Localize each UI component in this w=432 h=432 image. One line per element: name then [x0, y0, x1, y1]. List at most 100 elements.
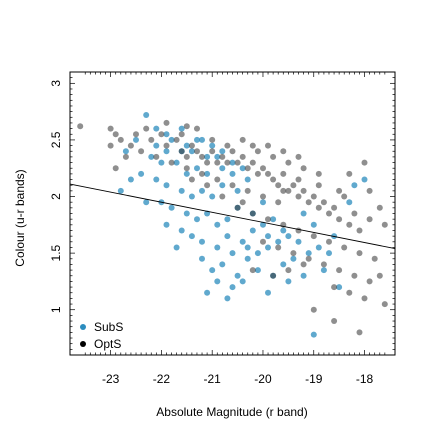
point-subs-71: [224, 295, 231, 302]
point-subs-26: [209, 193, 216, 200]
point-subs-16: [194, 165, 200, 172]
point-subs-84: [244, 244, 251, 251]
point-opts-96: [381, 301, 388, 308]
point-subs-28: [234, 187, 241, 194]
y-axis-title: Colour (u-r bands): [13, 169, 27, 266]
point-opts-93: [249, 267, 256, 274]
y-tick-label: 2: [49, 193, 63, 200]
point-opts-38: [315, 204, 322, 211]
point-opts-59: [275, 199, 282, 206]
point-opts-49: [381, 221, 388, 228]
point-subs-39: [260, 199, 266, 206]
point-opts-107: [280, 187, 287, 194]
point-opts-29: [270, 176, 277, 183]
point-subs-44: [224, 233, 231, 240]
point-subs-76: [336, 284, 343, 291]
point-opts-16: [204, 159, 211, 166]
point-opts-53: [183, 165, 190, 172]
point-opts-20: [224, 159, 231, 166]
point-opts-69: [315, 170, 322, 177]
y-tick-label: 3: [49, 80, 63, 87]
point-opts-108: [295, 176, 302, 183]
point-subs-11: [122, 148, 129, 155]
point-opts-63: [224, 142, 231, 149]
point-subs-46: [249, 227, 256, 234]
point-subs-19: [229, 170, 236, 177]
point-subs-17: [204, 170, 211, 177]
point-opts-89: [346, 289, 353, 296]
point-subs-35: [214, 221, 221, 228]
point-subs-70: [204, 289, 211, 296]
point-subs-63: [254, 267, 261, 274]
point-subs-90: [351, 182, 358, 189]
x-tick-label: -19: [305, 372, 323, 386]
point-subs-56: [265, 244, 271, 251]
point-subs-61: [229, 284, 236, 291]
point-subs-40: [178, 227, 185, 234]
point-opts-105: [219, 193, 226, 200]
point-opts-51: [153, 153, 160, 160]
point-opts-104: [204, 182, 211, 189]
point-subs-50: [199, 255, 205, 262]
points-layer: [77, 112, 388, 338]
point-opts-19: [219, 153, 226, 160]
point-subs-65: [280, 261, 287, 268]
point-opts-103: [188, 176, 195, 183]
point-subs-41: [188, 233, 195, 240]
point-opts-13: [188, 142, 195, 149]
point-subs-3: [168, 136, 175, 143]
point-subs-4: [178, 125, 185, 132]
legend-marker-opts: [80, 341, 86, 347]
point-opts-55: [214, 176, 221, 183]
point-opts-1: [107, 125, 114, 132]
point-opts-21: [229, 148, 236, 155]
point-opts-54: [199, 170, 205, 177]
point-subs-36: [224, 216, 231, 223]
point-opts-82: [290, 250, 297, 257]
point-subs-6: [188, 148, 195, 155]
point-subs-74: [300, 272, 307, 279]
point-opts-83: [305, 255, 312, 262]
point-subs-68: [315, 244, 322, 251]
point-opts-52: [168, 159, 175, 166]
point-opts-102: [112, 165, 119, 172]
y-tick-label: 1: [49, 306, 63, 313]
point-subs-87: [310, 221, 317, 228]
point-opts-30: [275, 182, 282, 189]
point-subs-73: [285, 278, 292, 285]
y-tick-label: 2.5: [49, 131, 63, 148]
point-opts-67: [285, 159, 292, 166]
point-subs-29: [244, 176, 251, 183]
point-subs-48: [270, 216, 277, 223]
point-subs-85: [265, 233, 271, 240]
point-subs-1: [153, 125, 160, 132]
point-subs-99: [153, 142, 160, 149]
point-opts-116: [280, 148, 287, 155]
point-opts-114: [249, 142, 256, 149]
point-opts-42: [336, 216, 343, 223]
point-subs-49: [280, 227, 287, 234]
point-opts-36: [305, 199, 312, 206]
point-opts-118: [163, 119, 170, 126]
point-opts-8: [158, 131, 165, 138]
point-subs-25: [199, 187, 205, 194]
point-subs-82: [173, 244, 180, 251]
point-subs-13: [158, 159, 165, 166]
point-opts-81: [275, 244, 282, 251]
point-opts-25: [249, 159, 256, 166]
point-opts-66: [270, 153, 277, 160]
point-opts-3: [117, 136, 124, 143]
point-subs-14: [173, 159, 180, 166]
point-subs-52: [219, 261, 226, 268]
point-opts-119: [183, 123, 190, 130]
point-opts-58: [260, 193, 266, 200]
plot-frame: [69, 71, 396, 356]
series-subs: [117, 112, 368, 338]
point-subs-58: [285, 233, 292, 240]
axes-layer: -23 -22 -21 -20 -19 -18 1 1.5 2 2.5 3: [49, 71, 396, 386]
point-opts-98: [356, 329, 363, 336]
point-subs-42: [199, 238, 205, 245]
point-opts-72: [265, 216, 271, 223]
point-subs-96: [239, 165, 246, 172]
